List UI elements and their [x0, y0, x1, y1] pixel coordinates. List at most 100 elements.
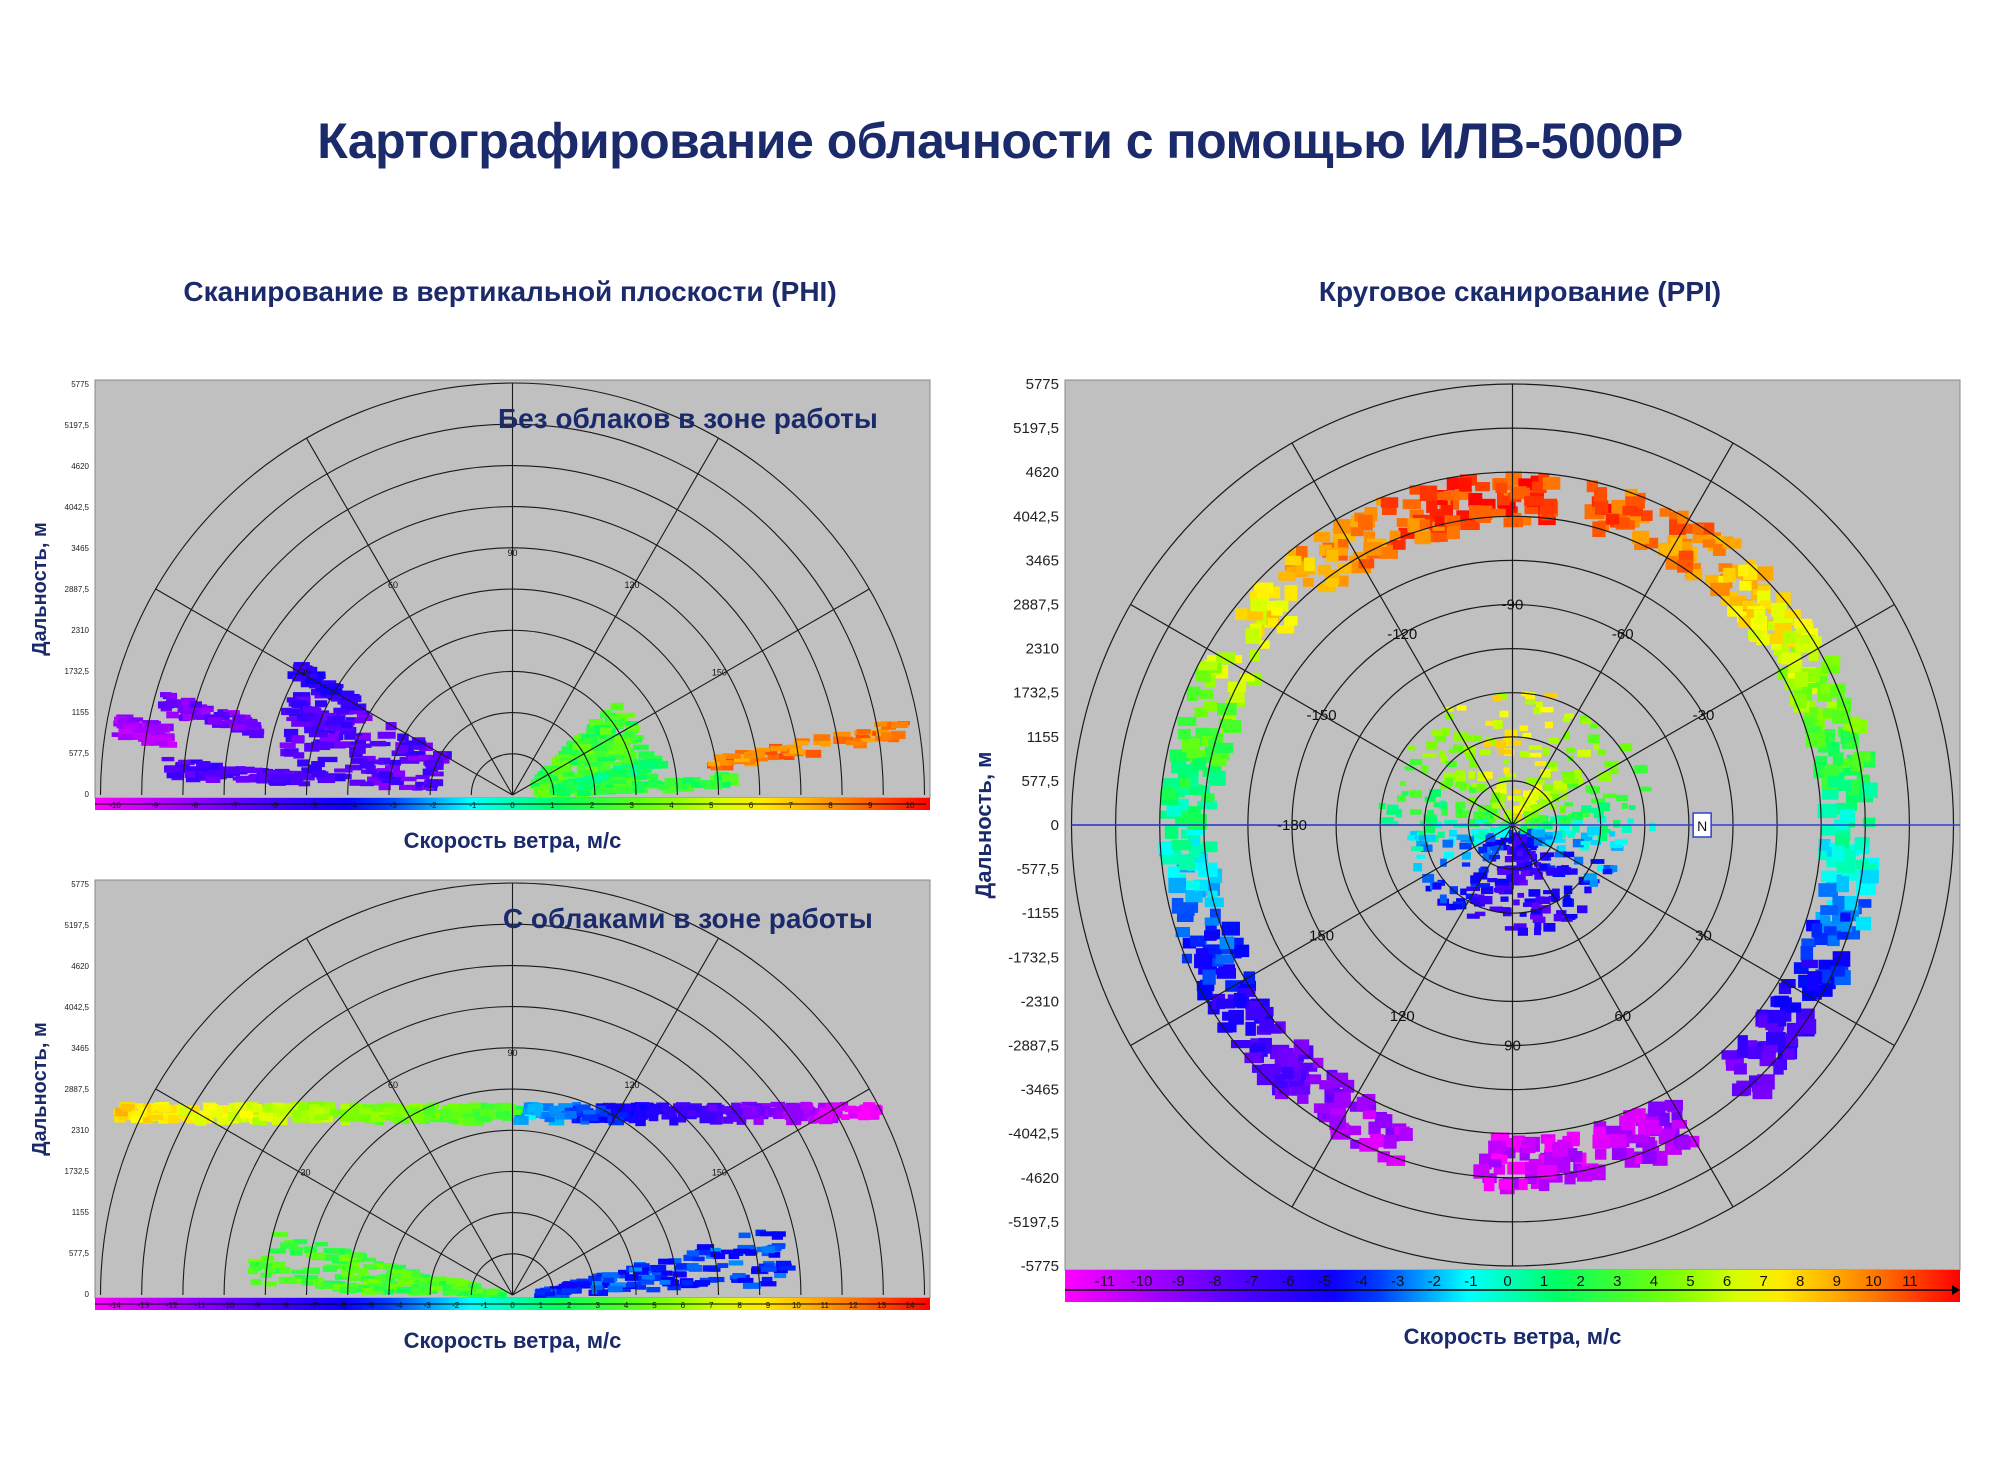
data-cell [1553, 913, 1561, 922]
data-cell [1832, 752, 1844, 765]
inner-title: С облаками в зоне работы [503, 903, 873, 934]
data-cell [346, 704, 366, 711]
data-cell [1186, 826, 1205, 836]
data-cell [1482, 843, 1496, 850]
data-cell [407, 1287, 421, 1295]
data-cell [544, 1117, 555, 1123]
data-cell [323, 1111, 338, 1118]
data-cell [1198, 862, 1218, 877]
data-cell [1830, 966, 1846, 977]
data-cell [1490, 845, 1504, 851]
data-cell [1358, 559, 1375, 569]
data-cell [836, 737, 850, 744]
data-cell [1843, 732, 1857, 743]
data-cell [1583, 873, 1597, 881]
data-cell [1513, 789, 1521, 794]
data-cell [1527, 752, 1542, 758]
inner-title: Без облаков в зоне работы [498, 403, 878, 434]
data-cell [1491, 802, 1505, 809]
data-cell [737, 1244, 756, 1252]
data-cell [616, 712, 636, 718]
data-cell [134, 732, 152, 740]
data-cell [718, 781, 731, 788]
data-cell [354, 736, 367, 746]
data-cell [1419, 485, 1438, 501]
data-cell [286, 697, 297, 703]
data-cell [1171, 840, 1191, 851]
data-cell [1547, 870, 1559, 876]
data-cell [1475, 482, 1490, 492]
data-cell [456, 1290, 470, 1297]
data-cell [1164, 824, 1179, 839]
data-cell [1781, 630, 1798, 644]
data-cell [363, 1278, 381, 1284]
data-cell [1594, 500, 1609, 515]
data-cell [579, 769, 594, 775]
data-cell [1187, 686, 1201, 696]
data-cell [1563, 851, 1575, 858]
colorbar-tick: 3 [595, 1301, 600, 1310]
data-cell [767, 754, 780, 761]
data-cell [575, 1104, 591, 1113]
data-cell [583, 738, 596, 746]
data-cell [1504, 809, 1516, 819]
data-cell [294, 772, 307, 778]
data-cell [788, 748, 800, 754]
data-cell [1361, 1093, 1376, 1106]
data-cell [1413, 862, 1423, 872]
data-cell [1216, 998, 1236, 1009]
data-cell [1364, 531, 1375, 545]
data-cell [340, 1103, 354, 1111]
data-cell [1505, 1138, 1522, 1148]
data-cell [1203, 700, 1218, 712]
colorbar-tick: 11 [1902, 1273, 1918, 1290]
data-cell [382, 1263, 398, 1270]
data-cell [624, 735, 645, 741]
radial-line [306, 937, 513, 1296]
data-cell [608, 1117, 624, 1126]
colorbar-tick: 4 [624, 1301, 629, 1310]
data-cell [655, 1104, 669, 1112]
data-cell [1566, 747, 1576, 753]
y-tick-label: 4620 [71, 462, 89, 471]
data-cell [1197, 800, 1218, 810]
data-cell [641, 1274, 655, 1280]
data-cell [1312, 1057, 1324, 1068]
data-cell [1443, 772, 1458, 781]
data-cell [1363, 1101, 1377, 1112]
data-cell [478, 1102, 488, 1112]
data-cell [1836, 931, 1849, 940]
colorbar-tick: 3 [630, 801, 635, 810]
data-cell [1193, 879, 1209, 891]
data-cell [1598, 772, 1612, 782]
data-cell [335, 726, 354, 731]
data-cell [623, 1110, 637, 1120]
colorbar-tick: 2 [1577, 1273, 1585, 1290]
data-cell [1526, 777, 1540, 785]
data-cell [1247, 608, 1264, 621]
data-cell [1428, 789, 1441, 797]
data-cell [361, 1257, 376, 1262]
data-cell [1532, 804, 1543, 812]
data-cell [745, 1249, 756, 1256]
data-cell [1535, 896, 1545, 904]
data-cell [1524, 700, 1536, 705]
data-cell [781, 745, 794, 752]
data-cell [188, 1112, 201, 1121]
colorbar-tick: 5 [652, 1301, 657, 1310]
data-cell [1519, 750, 1530, 758]
data-cell [1434, 735, 1447, 742]
colorbar-tick: 0 [1503, 1273, 1511, 1290]
data-cell [1616, 794, 1629, 802]
data-cell [1528, 850, 1536, 860]
data-cell [678, 778, 694, 784]
data-cell [362, 755, 376, 763]
data-cell [1639, 786, 1652, 792]
data-cell [1222, 1011, 1238, 1021]
data-cell [624, 751, 637, 760]
data-cell [142, 739, 155, 745]
colorbar-tick: -10 [1131, 1273, 1153, 1290]
data-cell [1362, 1110, 1376, 1120]
data-cell [1517, 892, 1525, 898]
data-cell [412, 786, 423, 791]
